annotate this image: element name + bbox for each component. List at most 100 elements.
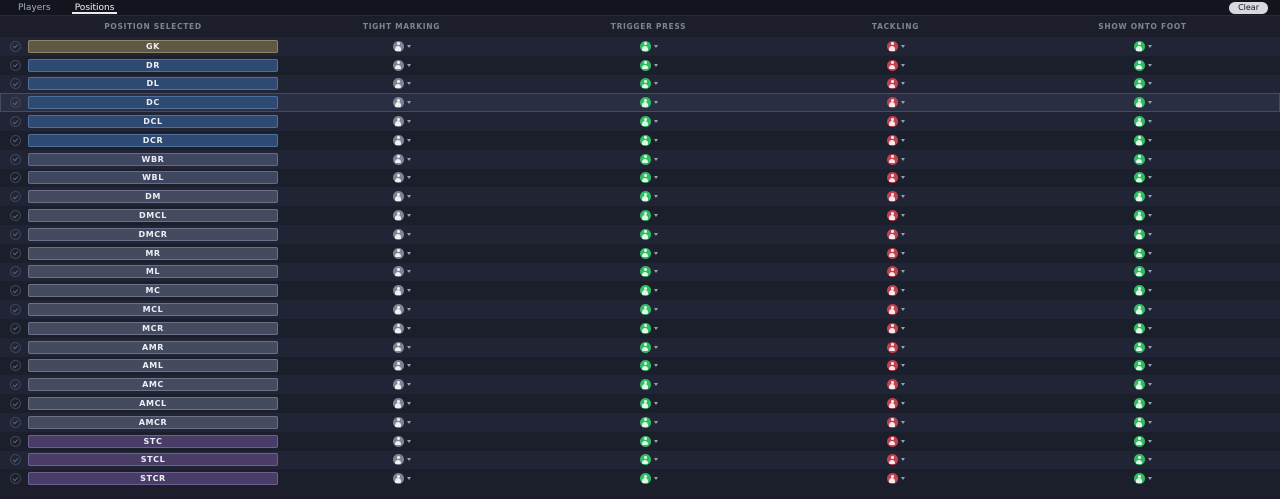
trigger-press-dropdown[interactable] xyxy=(525,169,772,188)
tight-marking-dropdown[interactable] xyxy=(278,75,525,94)
trigger-press-dropdown[interactable] xyxy=(525,451,772,470)
tackling-dropdown[interactable] xyxy=(772,56,1019,75)
tackling-dropdown[interactable] xyxy=(772,300,1019,319)
position-badge[interactable]: DMCR xyxy=(28,227,278,241)
tight-marking-dropdown[interactable] xyxy=(278,131,525,150)
trigger-press-dropdown[interactable] xyxy=(525,300,772,319)
show-onto-foot-dropdown[interactable] xyxy=(1019,225,1266,244)
position-badge[interactable]: DCR xyxy=(28,133,278,147)
row-select-checkbox[interactable] xyxy=(10,473,21,485)
tackling-dropdown[interactable] xyxy=(772,469,1019,488)
show-onto-foot-dropdown[interactable] xyxy=(1019,300,1266,319)
position-badge[interactable]: AML xyxy=(28,359,278,373)
position-badge[interactable]: DM xyxy=(28,190,278,204)
position-badge[interactable]: AMCL xyxy=(28,397,278,411)
row-select-checkbox[interactable] xyxy=(10,97,21,109)
position-badge[interactable]: MCL xyxy=(28,303,278,317)
position-badge[interactable]: AMC xyxy=(28,378,278,392)
tackling-dropdown[interactable] xyxy=(772,394,1019,413)
show-onto-foot-dropdown[interactable] xyxy=(1019,281,1266,300)
tight-marking-dropdown[interactable] xyxy=(278,112,525,131)
position-badge[interactable]: STCL xyxy=(28,453,278,467)
tackling-dropdown[interactable] xyxy=(772,169,1019,188)
tackling-dropdown[interactable] xyxy=(772,263,1019,282)
position-badge[interactable]: GK xyxy=(28,39,278,53)
tackling-dropdown[interactable] xyxy=(772,432,1019,451)
clear-button[interactable]: Clear xyxy=(1229,2,1268,14)
trigger-press-dropdown[interactable] xyxy=(525,338,772,357)
tackling-dropdown[interactable] xyxy=(772,75,1019,94)
show-onto-foot-dropdown[interactable] xyxy=(1019,413,1266,432)
tackling-dropdown[interactable] xyxy=(772,150,1019,169)
trigger-press-dropdown[interactable] xyxy=(525,206,772,225)
tight-marking-dropdown[interactable] xyxy=(278,225,525,244)
tackling-dropdown[interactable] xyxy=(772,451,1019,470)
tight-marking-dropdown[interactable] xyxy=(278,263,525,282)
show-onto-foot-dropdown[interactable] xyxy=(1019,93,1266,112)
position-badge[interactable]: DR xyxy=(28,58,278,72)
row-select-checkbox[interactable] xyxy=(10,59,21,71)
tackling-dropdown[interactable] xyxy=(772,225,1019,244)
trigger-press-dropdown[interactable] xyxy=(525,112,772,131)
position-badge[interactable]: DC xyxy=(28,96,278,110)
trigger-press-dropdown[interactable] xyxy=(525,394,772,413)
tight-marking-dropdown[interactable] xyxy=(278,469,525,488)
show-onto-foot-dropdown[interactable] xyxy=(1019,244,1266,263)
row-select-checkbox[interactable] xyxy=(10,379,21,391)
show-onto-foot-dropdown[interactable] xyxy=(1019,469,1266,488)
show-onto-foot-dropdown[interactable] xyxy=(1019,112,1266,131)
position-badge[interactable]: STC xyxy=(28,434,278,448)
position-badge[interactable]: AMCR xyxy=(28,415,278,429)
show-onto-foot-dropdown[interactable] xyxy=(1019,338,1266,357)
show-onto-foot-dropdown[interactable] xyxy=(1019,432,1266,451)
tight-marking-dropdown[interactable] xyxy=(278,432,525,451)
trigger-press-dropdown[interactable] xyxy=(525,319,772,338)
row-select-checkbox[interactable] xyxy=(10,435,21,447)
tackling-dropdown[interactable] xyxy=(772,37,1019,56)
trigger-press-dropdown[interactable] xyxy=(525,150,772,169)
tight-marking-dropdown[interactable] xyxy=(278,375,525,394)
row-select-checkbox[interactable] xyxy=(10,247,21,259)
position-badge[interactable]: WBL xyxy=(28,171,278,185)
trigger-press-dropdown[interactable] xyxy=(525,187,772,206)
trigger-press-dropdown[interactable] xyxy=(525,244,772,263)
show-onto-foot-dropdown[interactable] xyxy=(1019,169,1266,188)
tackling-dropdown[interactable] xyxy=(772,281,1019,300)
row-select-checkbox[interactable] xyxy=(10,304,21,316)
position-badge[interactable]: DL xyxy=(28,77,278,91)
show-onto-foot-dropdown[interactable] xyxy=(1019,357,1266,376)
show-onto-foot-dropdown[interactable] xyxy=(1019,56,1266,75)
row-select-checkbox[interactable] xyxy=(10,172,21,184)
show-onto-foot-dropdown[interactable] xyxy=(1019,263,1266,282)
trigger-press-dropdown[interactable] xyxy=(525,432,772,451)
tight-marking-dropdown[interactable] xyxy=(278,150,525,169)
tight-marking-dropdown[interactable] xyxy=(278,281,525,300)
tackling-dropdown[interactable] xyxy=(772,244,1019,263)
show-onto-foot-dropdown[interactable] xyxy=(1019,37,1266,56)
show-onto-foot-dropdown[interactable] xyxy=(1019,187,1266,206)
trigger-press-dropdown[interactable] xyxy=(525,469,772,488)
trigger-press-dropdown[interactable] xyxy=(525,263,772,282)
row-select-checkbox[interactable] xyxy=(10,454,21,466)
tackling-dropdown[interactable] xyxy=(772,319,1019,338)
tight-marking-dropdown[interactable] xyxy=(278,37,525,56)
tight-marking-dropdown[interactable] xyxy=(278,206,525,225)
position-badge[interactable]: WBR xyxy=(28,152,278,166)
show-onto-foot-dropdown[interactable] xyxy=(1019,131,1266,150)
trigger-press-dropdown[interactable] xyxy=(525,93,772,112)
show-onto-foot-dropdown[interactable] xyxy=(1019,319,1266,338)
trigger-press-dropdown[interactable] xyxy=(525,131,772,150)
tight-marking-dropdown[interactable] xyxy=(278,451,525,470)
trigger-press-dropdown[interactable] xyxy=(525,281,772,300)
tackling-dropdown[interactable] xyxy=(772,413,1019,432)
tackling-dropdown[interactable] xyxy=(772,357,1019,376)
tight-marking-dropdown[interactable] xyxy=(278,300,525,319)
trigger-press-dropdown[interactable] xyxy=(525,37,772,56)
tackling-dropdown[interactable] xyxy=(772,112,1019,131)
position-badge[interactable]: STCR xyxy=(28,472,278,486)
row-select-checkbox[interactable] xyxy=(10,134,21,146)
row-select-checkbox[interactable] xyxy=(10,360,21,372)
row-select-checkbox[interactable] xyxy=(10,266,21,278)
tab-positions[interactable]: Positions xyxy=(71,0,118,15)
tackling-dropdown[interactable] xyxy=(772,338,1019,357)
